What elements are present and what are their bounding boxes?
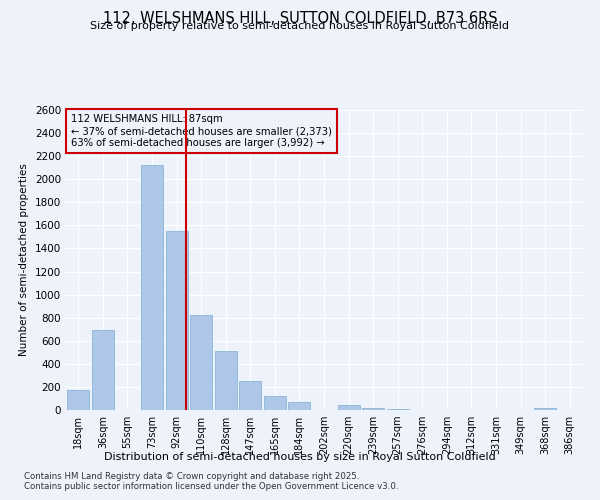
Bar — [239, 381, 262, 410]
Bar — [338, 405, 359, 410]
Text: 112 WELSHMANS HILL: 87sqm
← 37% of semi-detached houses are smaller (2,373)
63% : 112 WELSHMANS HILL: 87sqm ← 37% of semi-… — [71, 114, 332, 148]
Y-axis label: Number of semi-detached properties: Number of semi-detached properties — [19, 164, 29, 356]
Bar — [215, 350, 237, 410]
Text: Contains public sector information licensed under the Open Government Licence v3: Contains public sector information licen… — [24, 482, 398, 491]
Bar — [67, 390, 89, 410]
Bar — [534, 408, 556, 410]
Bar — [264, 396, 286, 410]
Text: 112, WELSHMANS HILL, SUTTON COLDFIELD, B73 6RS: 112, WELSHMANS HILL, SUTTON COLDFIELD, B… — [103, 11, 497, 26]
Text: Contains HM Land Registry data © Crown copyright and database right 2025.: Contains HM Land Registry data © Crown c… — [24, 472, 359, 481]
Bar — [166, 231, 188, 410]
Bar — [190, 316, 212, 410]
Bar — [92, 330, 114, 410]
Bar — [141, 166, 163, 410]
Text: Size of property relative to semi-detached houses in Royal Sutton Coldfield: Size of property relative to semi-detach… — [91, 21, 509, 31]
Bar — [289, 402, 310, 410]
Bar — [362, 408, 384, 410]
Text: Distribution of semi-detached houses by size in Royal Sutton Coldfield: Distribution of semi-detached houses by … — [104, 452, 496, 462]
